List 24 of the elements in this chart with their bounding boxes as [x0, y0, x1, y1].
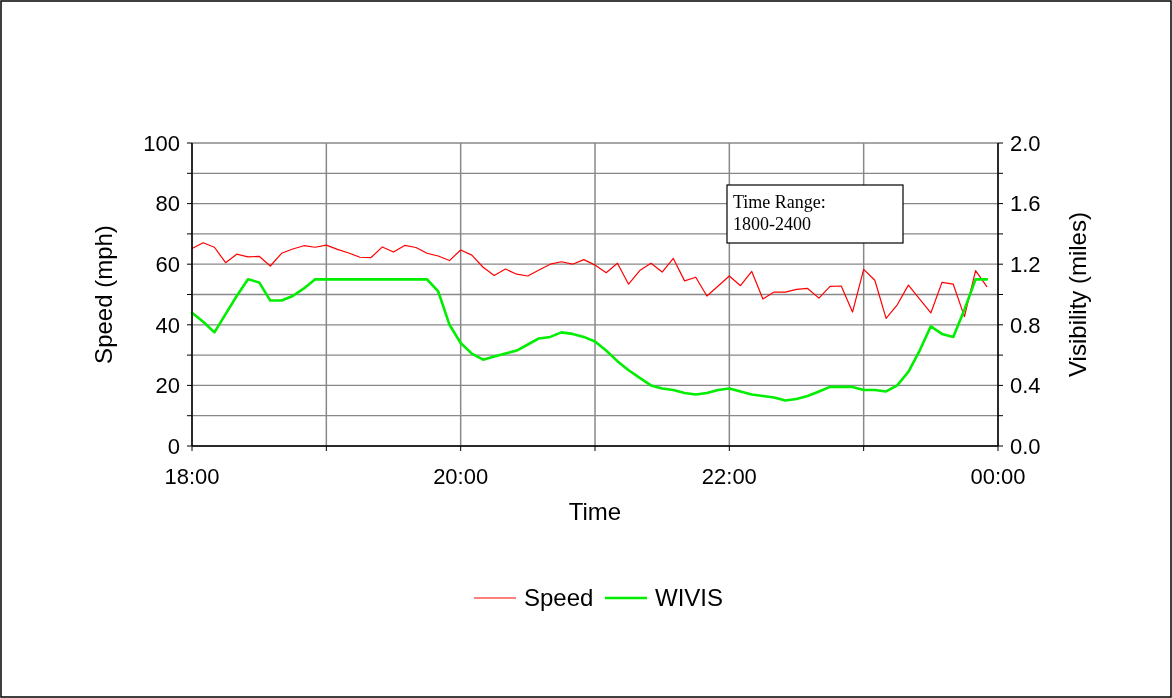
- legend-label: Speed: [524, 584, 594, 612]
- y-tick-label: 40: [155, 312, 180, 338]
- y2-tick-label: 0.0: [1010, 433, 1041, 459]
- y-tick-label: 80: [155, 191, 180, 217]
- annotation: Time Range: 1800-2400: [733, 192, 826, 234]
- y2-tick-label: 2.0: [1010, 130, 1041, 156]
- x-tick-label: 18:00: [164, 464, 220, 489]
- y-axis-title: Speed (mph): [90, 225, 117, 364]
- y2-axis-title: Visibility (miles): [1064, 212, 1091, 377]
- line-series: [191, 242, 988, 320]
- y-tick-label: 20: [155, 373, 180, 399]
- legend-label: WIVIS: [655, 584, 724, 612]
- y2-tick-label: 0.8: [1010, 312, 1041, 338]
- y-tick-label: 100: [143, 130, 180, 156]
- y2-tick-label: 1.6: [1010, 191, 1041, 217]
- x-tick-label: 00:00: [970, 464, 1026, 489]
- y-tick-label: 0: [167, 433, 180, 459]
- x-tick-label: 20:00: [433, 464, 489, 489]
- x-tick-label: 22:00: [701, 464, 757, 489]
- y-tick-label: 60: [155, 251, 180, 277]
- y2-tick-label: 0.4: [1010, 373, 1041, 399]
- x-axis-title: Time: [568, 498, 622, 525]
- line-series: [190, 278, 989, 402]
- y2-tick-label: 1.2: [1010, 251, 1041, 277]
